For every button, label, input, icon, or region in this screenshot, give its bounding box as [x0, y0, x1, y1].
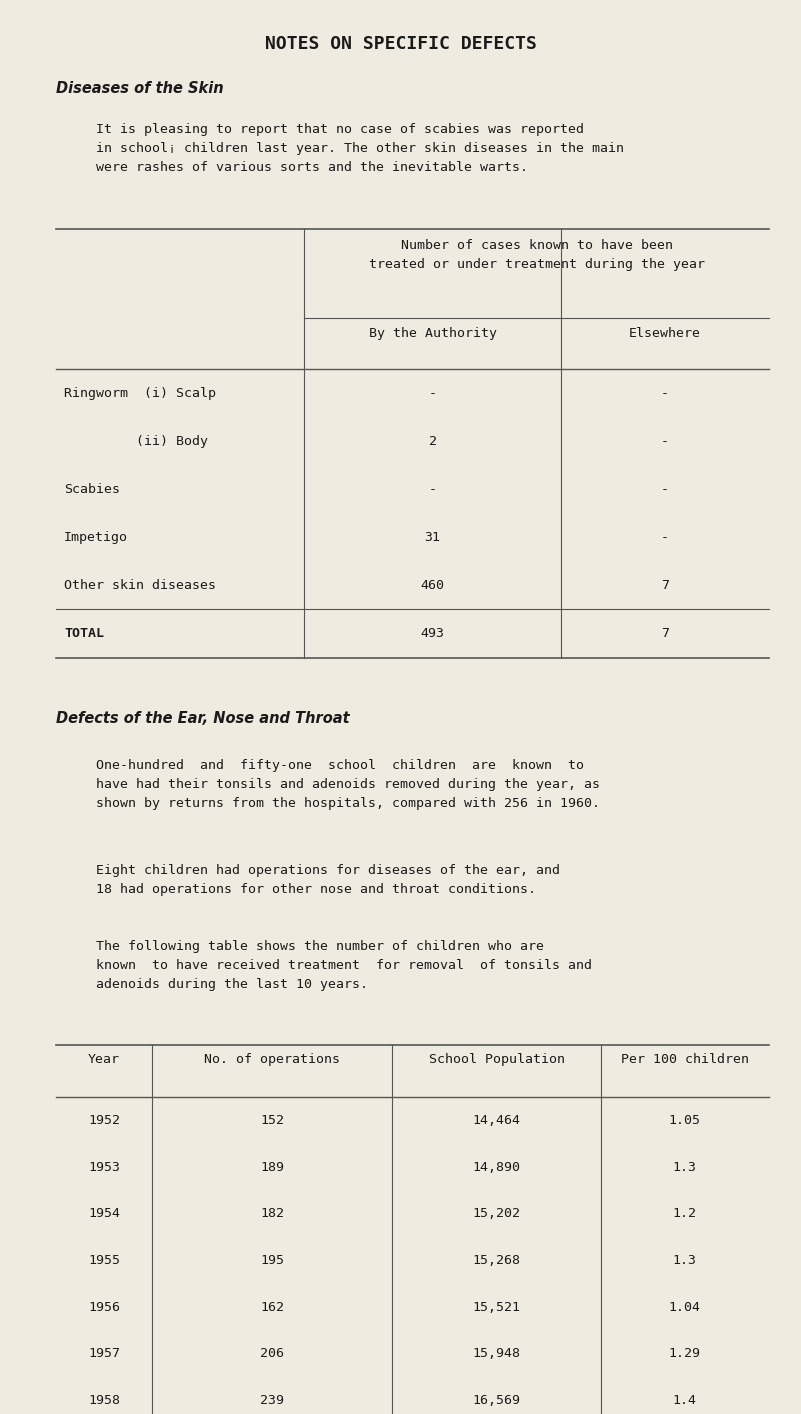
Text: 1.4: 1.4 — [673, 1394, 697, 1407]
Text: 1953: 1953 — [88, 1161, 120, 1174]
Text: -: - — [429, 386, 437, 400]
Text: 460: 460 — [421, 578, 445, 592]
Text: -: - — [661, 434, 669, 448]
Text: Defects of the Ear, Nose and Throat: Defects of the Ear, Nose and Throat — [56, 711, 350, 727]
Text: TOTAL: TOTAL — [64, 626, 104, 641]
Text: Ringworm  (i) Scalp: Ringworm (i) Scalp — [64, 386, 216, 400]
Text: -: - — [661, 386, 669, 400]
Text: Eight children had operations for diseases of the ear, and
18 had operations for: Eight children had operations for diseas… — [96, 864, 560, 896]
Text: 15,521: 15,521 — [473, 1301, 521, 1314]
Text: 206: 206 — [260, 1348, 284, 1360]
Text: 239: 239 — [260, 1394, 284, 1407]
Text: Impetigo: Impetigo — [64, 530, 128, 544]
Text: 152: 152 — [260, 1114, 284, 1127]
Text: It is pleasing to report that no case of scabies was reported
in school¡ childre: It is pleasing to report that no case of… — [96, 123, 624, 174]
Text: -: - — [429, 482, 437, 496]
Text: 1958: 1958 — [88, 1394, 120, 1407]
Text: Other skin diseases: Other skin diseases — [64, 578, 216, 592]
Text: 7: 7 — [661, 578, 669, 592]
Text: 1956: 1956 — [88, 1301, 120, 1314]
Text: Per 100 children: Per 100 children — [621, 1053, 749, 1066]
Text: No. of operations: No. of operations — [204, 1053, 340, 1066]
Text: 195: 195 — [260, 1254, 284, 1267]
Text: One-hundred  and  fifty-one  school  children  are  known  to
have had their ton: One-hundred and fifty-one school childre… — [96, 759, 600, 810]
Text: 1957: 1957 — [88, 1348, 120, 1360]
Text: 15,268: 15,268 — [473, 1254, 521, 1267]
Text: 14,464: 14,464 — [473, 1114, 521, 1127]
Text: 2: 2 — [429, 434, 437, 448]
Text: By the Authority: By the Authority — [368, 327, 497, 339]
Text: 7: 7 — [661, 626, 669, 641]
Text: 162: 162 — [260, 1301, 284, 1314]
Text: School Population: School Population — [429, 1053, 565, 1066]
Text: 1.3: 1.3 — [673, 1161, 697, 1174]
Text: 182: 182 — [260, 1208, 284, 1220]
Text: 31: 31 — [425, 530, 441, 544]
Text: Diseases of the Skin: Diseases of the Skin — [56, 81, 223, 96]
Text: Elsewhere: Elsewhere — [629, 327, 701, 339]
Text: 1.05: 1.05 — [669, 1114, 701, 1127]
Text: Number of cases known to have been
treated or under treatment during the year: Number of cases known to have been treat… — [368, 239, 705, 271]
Text: Year: Year — [88, 1053, 120, 1066]
Text: 1.2: 1.2 — [673, 1208, 697, 1220]
Text: 493: 493 — [421, 626, 445, 641]
Text: 15,202: 15,202 — [473, 1208, 521, 1220]
Text: 1952: 1952 — [88, 1114, 120, 1127]
Text: 16,569: 16,569 — [473, 1394, 521, 1407]
Text: 189: 189 — [260, 1161, 284, 1174]
Text: (ii) Body: (ii) Body — [64, 434, 208, 448]
Text: NOTES ON SPECIFIC DEFECTS: NOTES ON SPECIFIC DEFECTS — [264, 35, 537, 54]
Text: 1954: 1954 — [88, 1208, 120, 1220]
Text: 1.3: 1.3 — [673, 1254, 697, 1267]
Text: 15,948: 15,948 — [473, 1348, 521, 1360]
Text: 14,890: 14,890 — [473, 1161, 521, 1174]
Text: 1.04: 1.04 — [669, 1301, 701, 1314]
Text: The following table shows the number of children who are
known  to have received: The following table shows the number of … — [96, 940, 592, 991]
Text: 1.29: 1.29 — [669, 1348, 701, 1360]
Text: -: - — [661, 530, 669, 544]
Text: Scabies: Scabies — [64, 482, 120, 496]
Text: 1955: 1955 — [88, 1254, 120, 1267]
Text: -: - — [661, 482, 669, 496]
